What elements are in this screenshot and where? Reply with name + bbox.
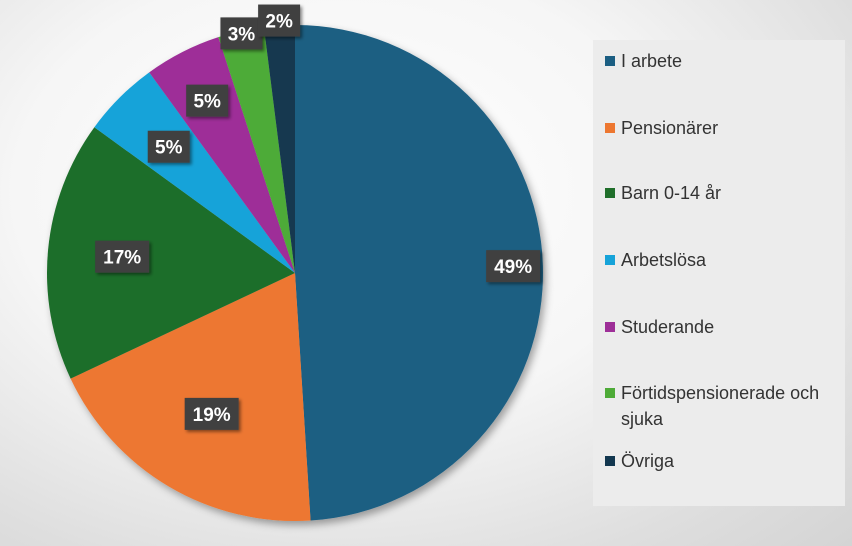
- data-label-box: [95, 240, 150, 273]
- data-label-box: [186, 84, 229, 117]
- data-label-text: 5%: [155, 138, 183, 159]
- data-label-box: [258, 4, 301, 37]
- legend-item-i-arbete: I arbete: [605, 48, 839, 74]
- legend-swatch: [605, 255, 615, 265]
- pie-slice-barn: [47, 127, 295, 379]
- data-label-text: 3%: [228, 24, 256, 45]
- legend-label: Arbetslösa: [621, 250, 707, 270]
- data-label-text: 19%: [193, 405, 231, 426]
- pie-slice-arbetslosa: [94, 72, 295, 273]
- data-label-pensionarer: 19%: [184, 397, 239, 430]
- legend-swatch: [605, 456, 615, 466]
- data-label-box: [486, 250, 541, 283]
- pie-slice-ovriga: [263, 25, 295, 273]
- data-label-box: [184, 397, 239, 430]
- legend-swatch: [605, 322, 615, 332]
- legend-item-studerande: Studerande: [605, 314, 839, 340]
- legend-swatch: [605, 388, 615, 398]
- pie-slice-studerande: [149, 37, 295, 273]
- data-label-text: 17%: [103, 248, 141, 269]
- legend-item-barn: Barn 0-14 år: [605, 180, 839, 206]
- legend-label: I arbete: [621, 51, 683, 71]
- pie-slice-pensionarer: [70, 273, 311, 521]
- data-label-studerande: 5%: [186, 84, 229, 117]
- legend-label: Barn 0-14 år: [621, 183, 722, 203]
- legend-label: Studerande: [621, 317, 715, 337]
- pie-slice-i-arbete: [295, 25, 543, 521]
- data-label-barn: 17%: [95, 240, 150, 273]
- legend-label: Förtidspensionerade och sjuka: [621, 383, 820, 429]
- legend-swatch: [605, 56, 615, 66]
- legend-swatch: [605, 188, 615, 198]
- legend-label: Pensionärer: [621, 118, 719, 138]
- legend-item-arbetslosa: Arbetslösa: [605, 247, 839, 273]
- data-label-arbetslosa: 5%: [147, 130, 190, 163]
- legend-item-pensionarer: Pensionärer: [605, 115, 839, 141]
- legend-item-fortidspensionerade: Förtidspensionerade och sjuka: [605, 380, 839, 432]
- data-label-text: 5%: [193, 92, 221, 113]
- data-label-text: 2%: [265, 12, 293, 33]
- data-label-ovriga: 2%: [258, 4, 301, 37]
- data-label-text: 49%: [494, 257, 532, 278]
- data-label-box: [147, 130, 190, 163]
- data-label-i-arbete: 49%: [486, 250, 541, 283]
- pie-slice-fortidspensionerade: [218, 26, 295, 274]
- legend: I arbete Pensionärer Barn 0-14 år Arbets…: [593, 40, 845, 506]
- data-label-box: [220, 17, 263, 50]
- data-label-fortidspensionerade: 3%: [220, 17, 263, 50]
- legend-label: Övriga: [621, 451, 675, 471]
- legend-item-ovriga: Övriga: [605, 448, 839, 474]
- legend-swatch: [605, 123, 615, 133]
